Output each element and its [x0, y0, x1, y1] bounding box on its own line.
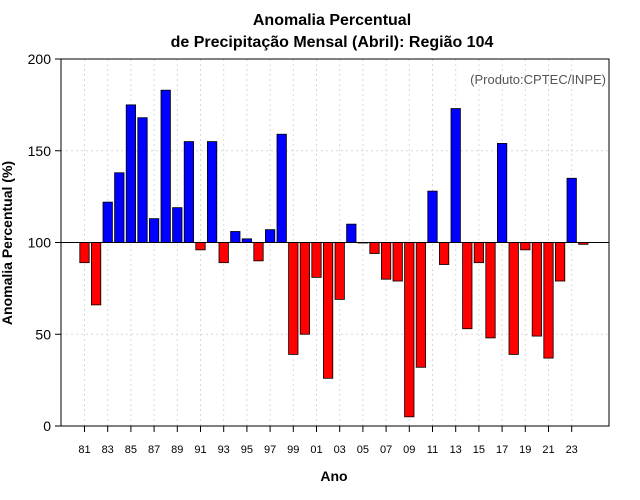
x-tick-label: 83 — [102, 444, 114, 456]
bar-2008 — [392, 242, 403, 282]
x-tick-label: 05 — [357, 444, 369, 456]
bar-2000 — [299, 242, 311, 335]
bar-2018 — [508, 242, 519, 355]
y-tick-label: 50 — [35, 326, 51, 342]
y-tick-label: 100 — [28, 235, 52, 251]
x-axis-ticks: 81 83 85 87 89 91 93 95 97 99 01 03 05 07 09 11 13 15 17 19… — [78, 426, 578, 456]
source-note: (Produto:CPTEC/INPE) — [470, 72, 606, 87]
y-tick-label: 150 — [28, 143, 52, 159]
bar-2022 — [555, 242, 566, 282]
x-tick-label: 81 — [78, 444, 90, 456]
x-tick-label: 95 — [241, 444, 253, 456]
bar-2012 — [438, 242, 450, 265]
x-tick-label: 99 — [287, 444, 299, 456]
x-tick-label: 03 — [334, 444, 346, 456]
y-axis-ticks: 0 50 100 150 200 — [28, 51, 61, 434]
bar-2013 — [450, 108, 461, 243]
bar-1982 — [91, 242, 102, 306]
bar-1991 — [195, 242, 206, 251]
x-tick-label: 17 — [496, 444, 508, 456]
bar-1998 — [276, 133, 287, 243]
bar-1990 — [183, 141, 194, 243]
bar-2007 — [380, 242, 392, 280]
bar-2004 — [346, 223, 357, 243]
bar-1995 — [241, 238, 252, 243]
bar-2017 — [496, 143, 508, 243]
x-tick-label: 07 — [380, 444, 392, 456]
bar-2016 — [485, 242, 496, 339]
bar-1996 — [253, 242, 264, 262]
bar-1992 — [206, 141, 218, 243]
bar-1999 — [288, 242, 299, 355]
bar-2011 — [427, 190, 438, 243]
bar-2019 — [520, 242, 531, 251]
y-tick-label: 200 — [28, 51, 52, 67]
bar-2009 — [404, 242, 415, 418]
bar-2003 — [334, 242, 345, 300]
x-tick-label: 23 — [566, 444, 578, 456]
plot-frame — [60, 58, 610, 427]
x-tick-label: 89 — [171, 444, 183, 456]
y-axis-label: Anomalia Percentual (%) — [0, 161, 15, 325]
x-tick-label: 13 — [450, 444, 462, 456]
x-tick-label: 85 — [125, 444, 137, 456]
x-tick-label: 01 — [310, 444, 322, 456]
x-tick-label: 11 — [427, 444, 438, 456]
x-tick-label: 97 — [264, 444, 276, 456]
chart-title-line-1: Anomalia Percentual — [253, 12, 411, 29]
bar-1997 — [264, 229, 276, 243]
bar-2014 — [462, 242, 473, 330]
bar-1989 — [172, 207, 183, 243]
bar-1987 — [148, 218, 160, 243]
bar-1986 — [137, 117, 148, 243]
bar-2023 — [566, 177, 577, 243]
bar-1993 — [218, 242, 229, 264]
x-tick-label: 09 — [403, 444, 415, 456]
bar-1981 — [79, 242, 90, 264]
bar-2021 — [543, 242, 554, 359]
x-axis-label: Ano — [320, 468, 347, 484]
x-tick-label: 87 — [148, 444, 160, 456]
bar-2020 — [531, 242, 543, 337]
bar-1985 — [125, 104, 136, 243]
y-tick-label: 0 — [43, 418, 51, 434]
bar-2006 — [369, 242, 380, 254]
chart-title-line-2: de Precipitação Mensal (Abril): Região 1… — [171, 34, 494, 51]
bar-2002 — [322, 242, 334, 379]
x-tick-label: 15 — [473, 444, 485, 456]
x-tick-label: 93 — [218, 444, 230, 456]
bar-1988 — [160, 89, 171, 243]
bars-group — [79, 89, 589, 418]
bar-1983 — [102, 201, 113, 243]
bar-2015 — [473, 242, 485, 264]
bar-2010 — [415, 242, 427, 368]
x-tick-label: 19 — [519, 444, 531, 456]
bar-1984 — [114, 172, 125, 243]
x-tick-label: 21 — [542, 444, 554, 456]
bar-2001 — [311, 242, 322, 278]
bar-1994 — [230, 231, 241, 243]
x-tick-label: 91 — [194, 444, 206, 456]
